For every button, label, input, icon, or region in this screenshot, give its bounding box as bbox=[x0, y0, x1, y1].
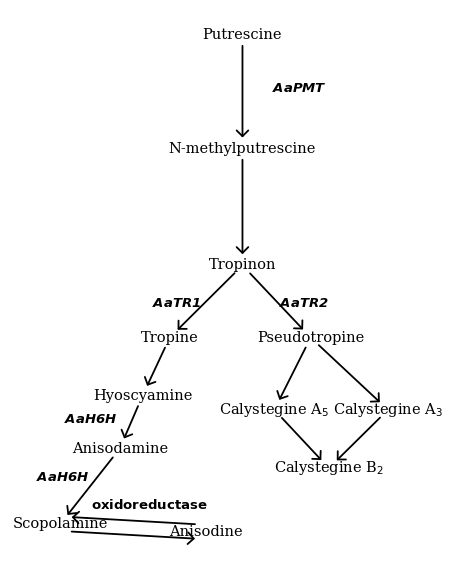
Text: $\bfit{AaH6H}$: $\bfit{AaH6H}$ bbox=[36, 471, 90, 484]
Text: Calystegine B$_2$: Calystegine B$_2$ bbox=[274, 459, 384, 477]
Text: Tropinon: Tropinon bbox=[209, 258, 276, 272]
Text: $\bfit{AaPMT}$: $\bfit{AaPMT}$ bbox=[272, 82, 327, 95]
Text: Anisodamine: Anisodamine bbox=[72, 442, 168, 456]
Text: N-methylputrescine: N-methylputrescine bbox=[169, 142, 316, 156]
Text: Scopolamine: Scopolamine bbox=[13, 517, 108, 531]
Text: Tropine: Tropine bbox=[141, 331, 199, 345]
Text: $\bfit{AaTR1}$: $\bfit{AaTR1}$ bbox=[152, 297, 201, 310]
Text: Hyoscyamine: Hyoscyamine bbox=[93, 389, 192, 403]
Text: Putrescine: Putrescine bbox=[203, 28, 282, 42]
Text: Anisodine: Anisodine bbox=[169, 525, 243, 539]
Text: $\mathbf{oxidoreductase}$: $\mathbf{oxidoreductase}$ bbox=[91, 499, 208, 512]
Text: $\bfit{AaTR2}$: $\bfit{AaTR2}$ bbox=[279, 297, 329, 310]
Text: Calystegine A$_3$: Calystegine A$_3$ bbox=[333, 401, 443, 419]
Text: Pseudotropine: Pseudotropine bbox=[257, 331, 365, 345]
Text: $\bfit{AaH6H}$: $\bfit{AaH6H}$ bbox=[64, 413, 117, 426]
Text: Calystegine A$_5$: Calystegine A$_5$ bbox=[219, 401, 329, 419]
